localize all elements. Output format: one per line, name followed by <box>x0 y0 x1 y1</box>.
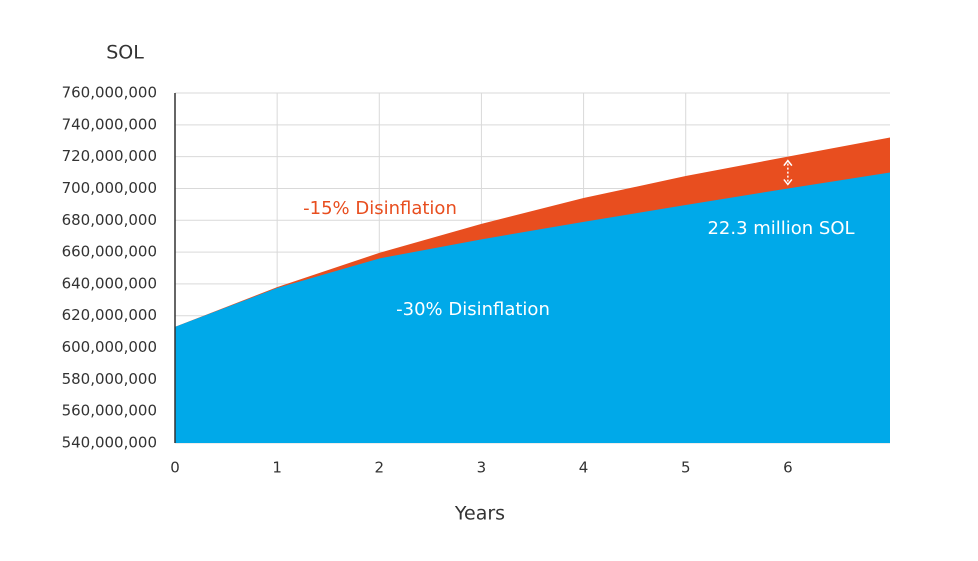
x-tick-label: 3 <box>477 459 487 477</box>
x-axis-title: Years <box>454 503 505 525</box>
series-label: -30% Disinflation <box>396 299 550 320</box>
area <box>175 172 890 443</box>
arrow-head <box>783 159 793 167</box>
y-tick-label: 720,000,000 <box>62 147 157 165</box>
y-tick-label: 660,000,000 <box>62 243 157 261</box>
x-tick-label: 1 <box>272 459 282 477</box>
y-tick-label: 700,000,000 <box>62 179 157 197</box>
y-tick-label: 680,000,000 <box>62 211 157 229</box>
y-axis-title: SOL <box>106 42 144 64</box>
x-tick-label: 6 <box>783 459 793 477</box>
y-tick-label: 580,000,000 <box>62 370 157 388</box>
y-tick-label: 640,000,000 <box>62 274 157 292</box>
x-tick-label: 0 <box>170 459 180 477</box>
x-tick-label: 2 <box>375 459 385 477</box>
y-tick-label: 540,000,000 <box>62 434 157 452</box>
y-tick-label: 760,000,000 <box>62 84 157 102</box>
y-tick-label: 600,000,000 <box>62 338 157 356</box>
x-tick-label: 4 <box>579 459 589 477</box>
x-tick-label: 5 <box>681 459 691 477</box>
arrow-head <box>783 178 793 186</box>
annotation: 22.3 million SOL <box>707 218 854 239</box>
y-tick-label: 740,000,000 <box>62 115 157 133</box>
y-tick-label: 620,000,000 <box>62 306 157 324</box>
series-label: -15% Disinflation <box>303 198 457 219</box>
y-tick-label: 560,000,000 <box>62 402 157 420</box>
